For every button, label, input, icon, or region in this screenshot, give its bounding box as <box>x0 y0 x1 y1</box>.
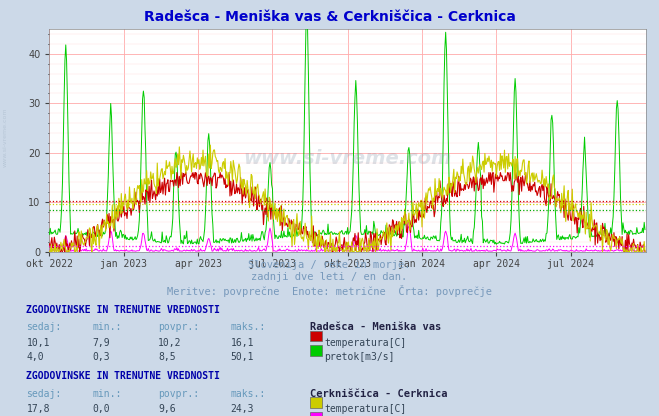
Text: Radešca - Meniška vas & Cerkniščica - Cerknica: Radešca - Meniška vas & Cerkniščica - Ce… <box>144 10 515 25</box>
Text: 10,1: 10,1 <box>26 338 50 348</box>
Text: 8,5: 8,5 <box>158 352 176 362</box>
Text: zadnji dve leti / en dan.: zadnji dve leti / en dan. <box>251 272 408 282</box>
Text: 9,6: 9,6 <box>158 404 176 414</box>
Text: temperatura[C]: temperatura[C] <box>324 338 407 348</box>
Text: ZGODOVINSKE IN TRENUTNE VREDNOSTI: ZGODOVINSKE IN TRENUTNE VREDNOSTI <box>26 371 220 381</box>
Text: maks.:: maks.: <box>231 322 266 332</box>
Text: Radešca - Meniška vas: Radešca - Meniška vas <box>310 322 441 332</box>
Text: 4,0: 4,0 <box>26 352 44 362</box>
Text: 17,8: 17,8 <box>26 404 50 414</box>
Text: povpr.:: povpr.: <box>158 389 199 399</box>
Text: 24,3: 24,3 <box>231 404 254 414</box>
Text: sedaj:: sedaj: <box>26 322 61 332</box>
Text: www.si-vreme.com: www.si-vreme.com <box>243 149 452 168</box>
Text: 0,3: 0,3 <box>92 352 110 362</box>
Text: Slovenija / reke in morje.: Slovenija / reke in morje. <box>248 260 411 270</box>
Text: pretok[m3/s]: pretok[m3/s] <box>324 352 395 362</box>
Text: maks.:: maks.: <box>231 389 266 399</box>
Text: min.:: min.: <box>92 389 122 399</box>
Text: 10,2: 10,2 <box>158 338 182 348</box>
Text: 50,1: 50,1 <box>231 352 254 362</box>
Text: ZGODOVINSKE IN TRENUTNE VREDNOSTI: ZGODOVINSKE IN TRENUTNE VREDNOSTI <box>26 305 220 314</box>
Text: www.si-vreme.com: www.si-vreme.com <box>3 107 8 167</box>
Text: temperatura[C]: temperatura[C] <box>324 404 407 414</box>
Text: sedaj:: sedaj: <box>26 389 61 399</box>
Text: 0,0: 0,0 <box>92 404 110 414</box>
Text: povpr.:: povpr.: <box>158 322 199 332</box>
Text: Cerkniščica - Cerknica: Cerkniščica - Cerknica <box>310 389 447 399</box>
Text: Meritve: povprečne  Enote: metrične  Črta: povprečje: Meritve: povprečne Enote: metrične Črta:… <box>167 285 492 297</box>
Text: 7,9: 7,9 <box>92 338 110 348</box>
Text: min.:: min.: <box>92 322 122 332</box>
Text: 16,1: 16,1 <box>231 338 254 348</box>
